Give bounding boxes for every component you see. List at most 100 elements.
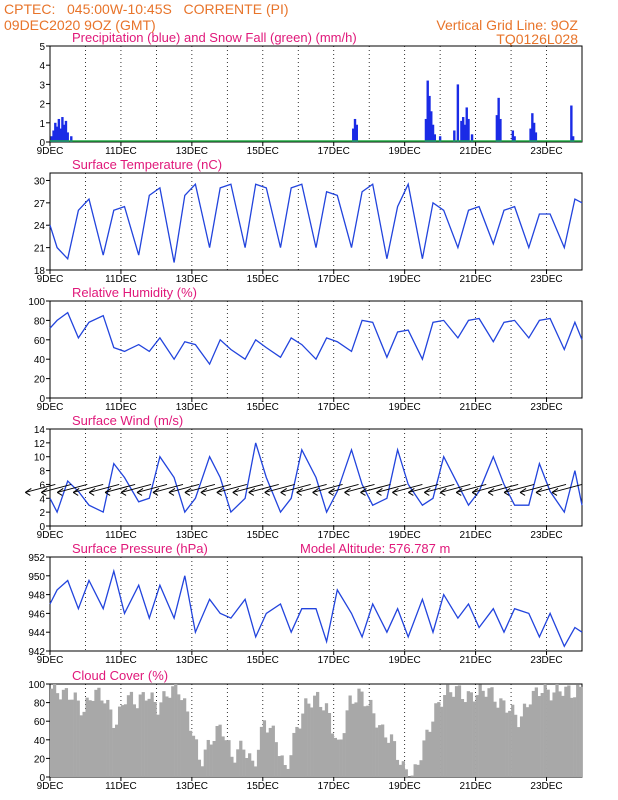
wind-vector xyxy=(312,483,343,493)
cloud-bar xyxy=(224,740,228,777)
cloud-bar xyxy=(79,715,83,777)
x-tick-label: 17DEC xyxy=(318,530,350,541)
cloud-bar xyxy=(383,737,388,777)
wind-vector xyxy=(519,483,551,493)
x-tick-label: 23DEC xyxy=(530,655,562,666)
cloud-bar xyxy=(233,762,237,777)
cloud-bar xyxy=(230,756,234,777)
cloud-bar xyxy=(434,703,438,777)
precip-bar xyxy=(61,117,64,142)
y-tick-label: 950 xyxy=(28,572,45,583)
y-tick-label: 952 xyxy=(28,553,45,564)
wind-vector-head xyxy=(168,488,176,496)
x-tick-label: 11DEC xyxy=(105,402,137,413)
cloud-bar xyxy=(555,684,559,777)
cloud-bar xyxy=(514,714,518,777)
precip-bar xyxy=(529,128,532,142)
cloud-bar xyxy=(484,696,488,777)
wind-vector-head xyxy=(455,488,463,496)
cloud-bar xyxy=(360,691,364,777)
x-tick-label: 23DEC xyxy=(530,402,562,413)
x-tick-label: 19DEC xyxy=(389,530,421,541)
temp-series-line xyxy=(49,182,583,263)
cloud-bar xyxy=(410,775,414,777)
y-tick-label: 4 xyxy=(39,61,45,72)
y-tick-label: 948 xyxy=(28,591,45,602)
wind-vector xyxy=(503,483,535,493)
y-tick-label: 60 xyxy=(34,336,46,347)
x-tick-label: 21DEC xyxy=(459,781,491,792)
y-tick-label: 20 xyxy=(34,375,46,386)
x-tick-label: 15DEC xyxy=(247,274,279,285)
precip-bar xyxy=(352,128,355,142)
y-tick-label: 946 xyxy=(28,609,45,620)
grid-line-note: Vertical Grid Line: 9OZ xyxy=(436,17,578,33)
cloud-bar xyxy=(144,700,148,777)
wind-vector xyxy=(280,483,311,493)
cloud-bar xyxy=(534,687,538,777)
x-tick-label: 21DEC xyxy=(459,655,491,666)
cloud-bar xyxy=(265,732,270,777)
cloud-bar xyxy=(469,692,473,777)
cloud-bar xyxy=(386,742,391,777)
cloud-bar xyxy=(271,725,275,777)
cloud-bar xyxy=(345,710,349,777)
x-tick-label: 15DEC xyxy=(247,146,279,157)
precip-bar xyxy=(456,84,460,142)
x-tick-label: 21DEC xyxy=(459,530,491,541)
cloud-bar xyxy=(236,749,240,777)
precip-bar xyxy=(570,105,573,142)
panel-title: Surface Pressure (hPa) xyxy=(72,541,208,556)
precip-bar xyxy=(66,132,69,142)
cloud-bar xyxy=(472,701,476,777)
cloud-bar xyxy=(457,685,462,777)
wind-vector xyxy=(392,483,423,493)
wind-vector-head xyxy=(328,488,335,496)
x-tick-label: 19DEC xyxy=(389,274,421,285)
cloud-bar xyxy=(537,696,541,777)
wind-vector xyxy=(488,483,519,493)
y-tick-label: 14 xyxy=(34,425,46,436)
cloud-bar xyxy=(103,703,107,777)
x-tick-label: 19DEC xyxy=(389,655,421,666)
cloud-bar xyxy=(336,739,340,777)
cloud-bar xyxy=(446,684,450,777)
precip-bar xyxy=(513,136,516,142)
wind-vector-head xyxy=(376,488,383,496)
cloud-bar xyxy=(321,710,326,777)
cloud-bar xyxy=(516,727,521,777)
precip-bar xyxy=(531,113,534,142)
cloud-bar xyxy=(292,732,296,777)
cloud-bar xyxy=(573,697,577,777)
cloud-bar xyxy=(55,693,60,777)
wind-vector-head xyxy=(424,488,431,496)
cloud-bar xyxy=(389,734,394,777)
wind-vector xyxy=(344,483,375,493)
x-tick-label: 11DEC xyxy=(105,781,137,792)
cloud-bar xyxy=(372,713,376,777)
cloud-bar xyxy=(449,692,453,777)
cloud-bar xyxy=(242,749,246,777)
cloud-bar xyxy=(177,694,181,777)
rh-series-line xyxy=(49,311,583,366)
cloud-bar xyxy=(120,705,125,777)
cloud-bar xyxy=(339,739,343,777)
cloud-bar xyxy=(454,686,459,777)
precip-bar xyxy=(453,130,456,142)
cloud-bar xyxy=(70,699,74,777)
wind-vector-head xyxy=(216,488,224,496)
cloud-bar xyxy=(496,707,500,777)
cloud-bar xyxy=(147,698,151,777)
cloud-bar xyxy=(109,709,113,777)
wind-series-line xyxy=(49,442,583,514)
wind-vector xyxy=(89,483,120,493)
panel-pres: 942 944 946 948 950 952 9DEC 11DEC 13DEC 15DEC 17D… xyxy=(28,541,583,666)
x-tick-label: 19DEC xyxy=(389,402,421,413)
panel-rh: 0 20 40 60 80 100 9DEC 11DEC 13DEC 15DEC 17DEC 19DE… xyxy=(28,285,583,413)
cloud-bar xyxy=(159,702,163,777)
wind-vector xyxy=(216,483,247,493)
cloud-bar xyxy=(64,688,69,777)
wind-vector-head xyxy=(72,488,80,496)
wind-vector-head xyxy=(232,488,240,496)
x-tick-label: 23DEC xyxy=(530,530,562,541)
